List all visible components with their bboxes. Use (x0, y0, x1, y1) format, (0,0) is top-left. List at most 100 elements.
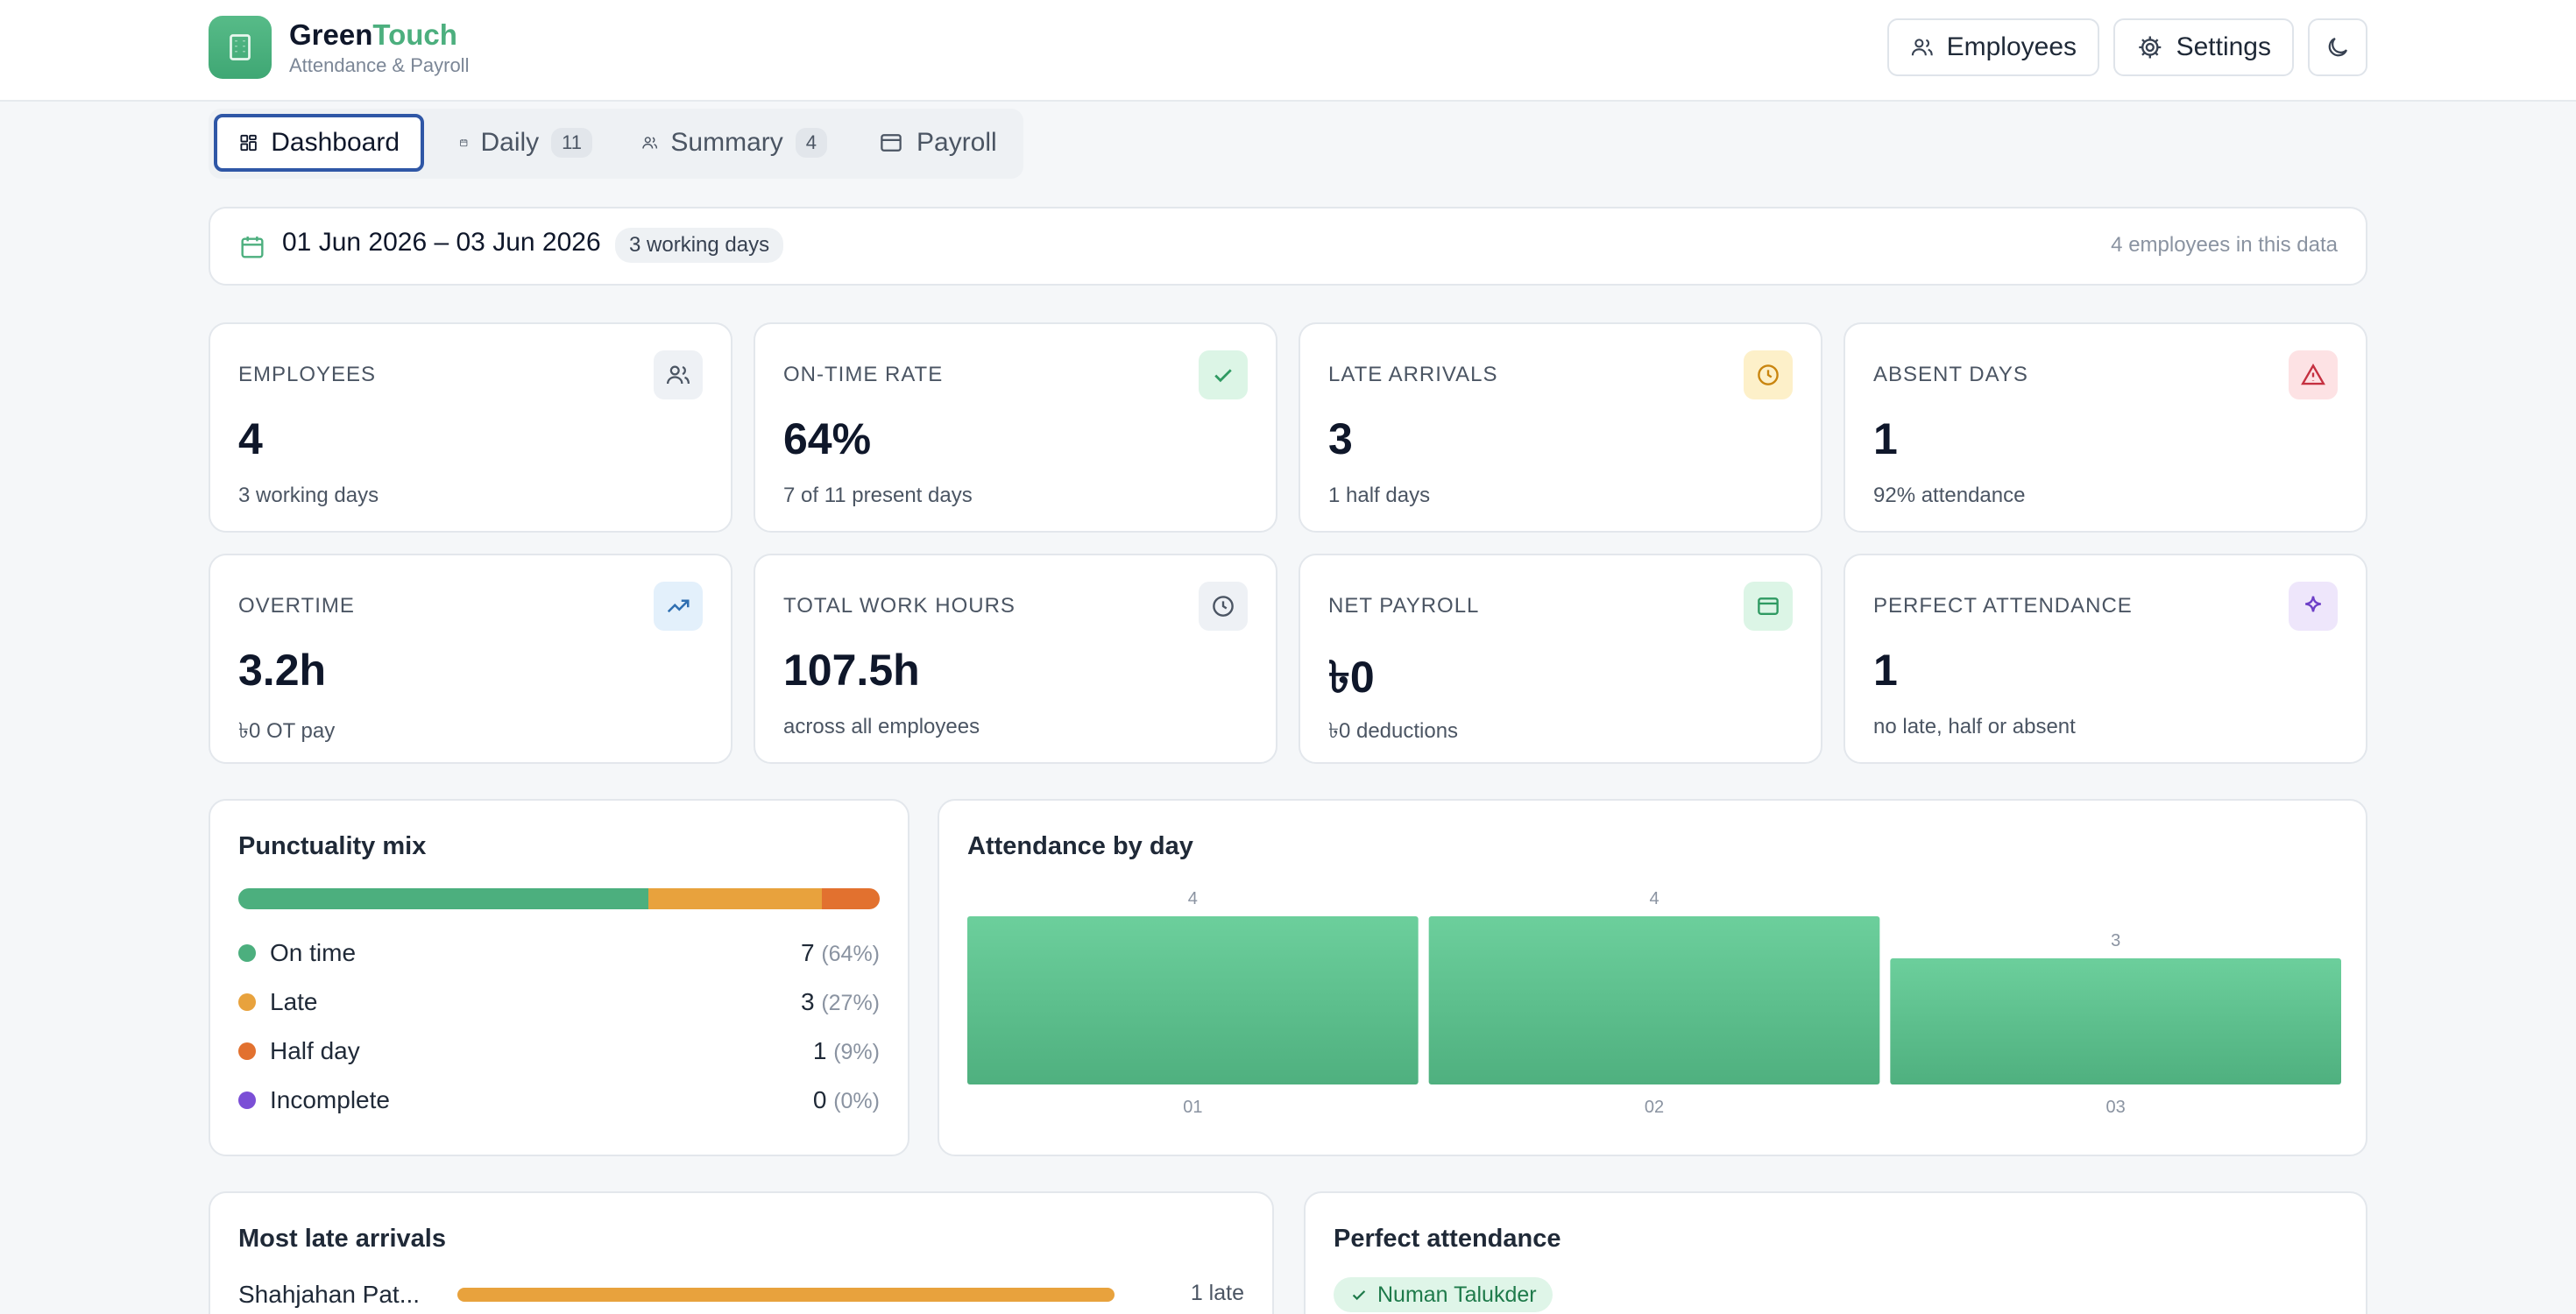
stat-card-late-arrivals: LATE ARRIVALS 3 1 half days (1299, 322, 1822, 533)
stat-label: EMPLOYEES (238, 363, 377, 386)
late-employee-name: Shahjahan Pat... (238, 1281, 421, 1308)
wallet-icon (1744, 582, 1793, 631)
tab-count-badge: 4 (795, 128, 827, 158)
attendance-by-day-panel: Attendance by day 4 01 4 02 3 03 (938, 799, 2367, 1156)
stat-card-absent-days: ABSENT DAYS 1 92% attendance (1844, 322, 2367, 533)
stat-subtext: 92% attendance (1873, 484, 2026, 507)
stat-value: 4 (238, 414, 263, 463)
perfect-employee-pill: Numan Talukder (1334, 1277, 1553, 1312)
stat-subtext: 3 working days (238, 484, 379, 507)
legend-dot (238, 993, 256, 1011)
stat-card-total-work-hours: TOTAL WORK HOURS 107.5h across all emplo… (754, 554, 1277, 764)
stat-value: ৳0 (1328, 653, 1375, 702)
stat-value: 1 (1873, 646, 1898, 695)
panel-title: Attendance by day (967, 832, 1193, 860)
date-range-card: 01 Jun 2026 – 03 Jun 2026 3 working days… (209, 207, 2367, 286)
attendance-chart: 4 01 4 02 3 03 (967, 889, 2341, 1117)
users-icon (1911, 39, 1933, 56)
calendar-icon (460, 139, 468, 147)
panel-title: Most late arrivals (238, 1225, 446, 1253)
clock-icon (1744, 350, 1793, 399)
stat-value: 107.5h (783, 646, 920, 695)
perfect-employee-name: Numan Talukder (1377, 1282, 1537, 1307)
theme-toggle-button[interactable] (2308, 18, 2367, 76)
tab-label: Daily (480, 128, 540, 157)
stat-label: ON-TIME RATE (783, 363, 944, 386)
stat-card-perfect-attendance: PERFECT ATTENDANCE 1 no late, half or ab… (1844, 554, 2367, 764)
stat-subtext: ৳0 OT pay (238, 719, 336, 743)
stat-subtext: ৳0 deductions (1328, 719, 1459, 743)
tab-count-badge: 11 (551, 128, 592, 158)
app-logo[interactable] (209, 16, 272, 79)
chart-bar (1428, 916, 1880, 1084)
legend-percent: (0%) (833, 1089, 880, 1113)
tab-dashboard[interactable]: Dashboard (214, 114, 424, 172)
tab-payroll[interactable]: Payroll (857, 114, 1018, 172)
users-icon (654, 350, 703, 399)
building-icon (230, 34, 251, 60)
chart-tick-label: 01 (1183, 1098, 1202, 1117)
chart-tick-label: 03 (2106, 1098, 2126, 1117)
stat-label: OVERTIME (238, 594, 355, 618)
tab-daily[interactable]: Daily 11 (438, 114, 613, 172)
chart-tick-label: 02 (1645, 1098, 1664, 1117)
legend-dot (238, 944, 256, 962)
brand: GreenTouch Attendance & Payroll (289, 18, 469, 79)
stat-label: LATE ARRIVALS (1328, 363, 1498, 386)
brand-subtitle: Attendance & Payroll (289, 54, 470, 76)
employees-button[interactable]: Employees (1887, 18, 2099, 76)
top-bar: GreenTouch Attendance & Payroll Employee… (0, 0, 2576, 102)
stat-card-on-time-rate: ON-TIME RATE 64% 7 of 11 present days (754, 322, 1277, 533)
legend-count: 3 (800, 988, 815, 1015)
legend-label: Half day (270, 1037, 360, 1064)
legend-dot (238, 1042, 256, 1060)
legend-percent: (9%) (833, 1040, 880, 1064)
calendar-icon (241, 237, 264, 258)
moon-icon (2328, 37, 2348, 57)
legend-label: Late (270, 988, 318, 1015)
stat-value: 3 (1328, 414, 1353, 463)
brand-name-part1: Green (289, 18, 373, 51)
legend-value: 3 (27%) (801, 988, 880, 1016)
panel-title: Perfect attendance (1334, 1225, 1561, 1253)
stat-label: TOTAL WORK HOURS (783, 594, 1016, 618)
punctuality-bar-segment (648, 888, 823, 909)
legend-value: 1 (9%) (813, 1037, 880, 1065)
legend-count: 7 (800, 939, 815, 966)
alert-triangle-icon (2289, 350, 2338, 399)
tab-label: Payroll (916, 128, 997, 157)
stat-subtext: 1 half days (1328, 484, 1431, 507)
most-late-arrivals-panel: Most late arrivals Shahjahan Pat... 1 la… (209, 1191, 1274, 1314)
stat-label: ABSENT DAYS (1873, 363, 2028, 386)
stat-card-overtime: OVERTIME 3.2h ৳0 OT pay (209, 554, 732, 764)
legend-label: Incomplete (270, 1086, 390, 1113)
chart-data-label: 4 (1649, 889, 1659, 908)
panel-title: Punctuality mix (238, 832, 427, 860)
users-icon (642, 137, 658, 149)
check-icon (1199, 350, 1248, 399)
wallet-icon (881, 134, 902, 152)
legend-item-incomplete: Incomplete 0 (0%) (238, 1083, 880, 1118)
legend-count: 0 (812, 1086, 827, 1113)
tab-label: Summary (670, 128, 783, 157)
trending-up-icon (654, 582, 703, 631)
stat-value: 1 (1873, 414, 1898, 463)
legend-count: 1 (812, 1037, 827, 1064)
punctuality-bar-segment (822, 888, 880, 909)
chart-data-label: 4 (1188, 889, 1198, 908)
brand-name-part2: Touch (372, 18, 457, 51)
late-count-bar (457, 1288, 1115, 1302)
stat-card-employees: EMPLOYEES 4 3 working days (209, 322, 732, 533)
legend-item-late: Late 3 (27%) (238, 985, 880, 1020)
settings-button[interactable]: Settings (2113, 18, 2294, 76)
chart-bar (967, 916, 1419, 1084)
check-icon (1352, 1290, 1366, 1301)
legend-value: 0 (0%) (813, 1086, 880, 1114)
tab-summary[interactable]: Summary 4 (620, 114, 848, 172)
legend-item-on-time: On time 7 (64%) (238, 936, 880, 971)
stat-label: NET PAYROLL (1328, 594, 1480, 618)
stat-label: PERFECT ATTENDANCE (1873, 594, 2133, 618)
late-count: 1 late (1190, 1281, 1244, 1305)
stat-value: 64% (783, 414, 872, 463)
legend-item-half-day: Half day 1 (9%) (238, 1034, 880, 1069)
